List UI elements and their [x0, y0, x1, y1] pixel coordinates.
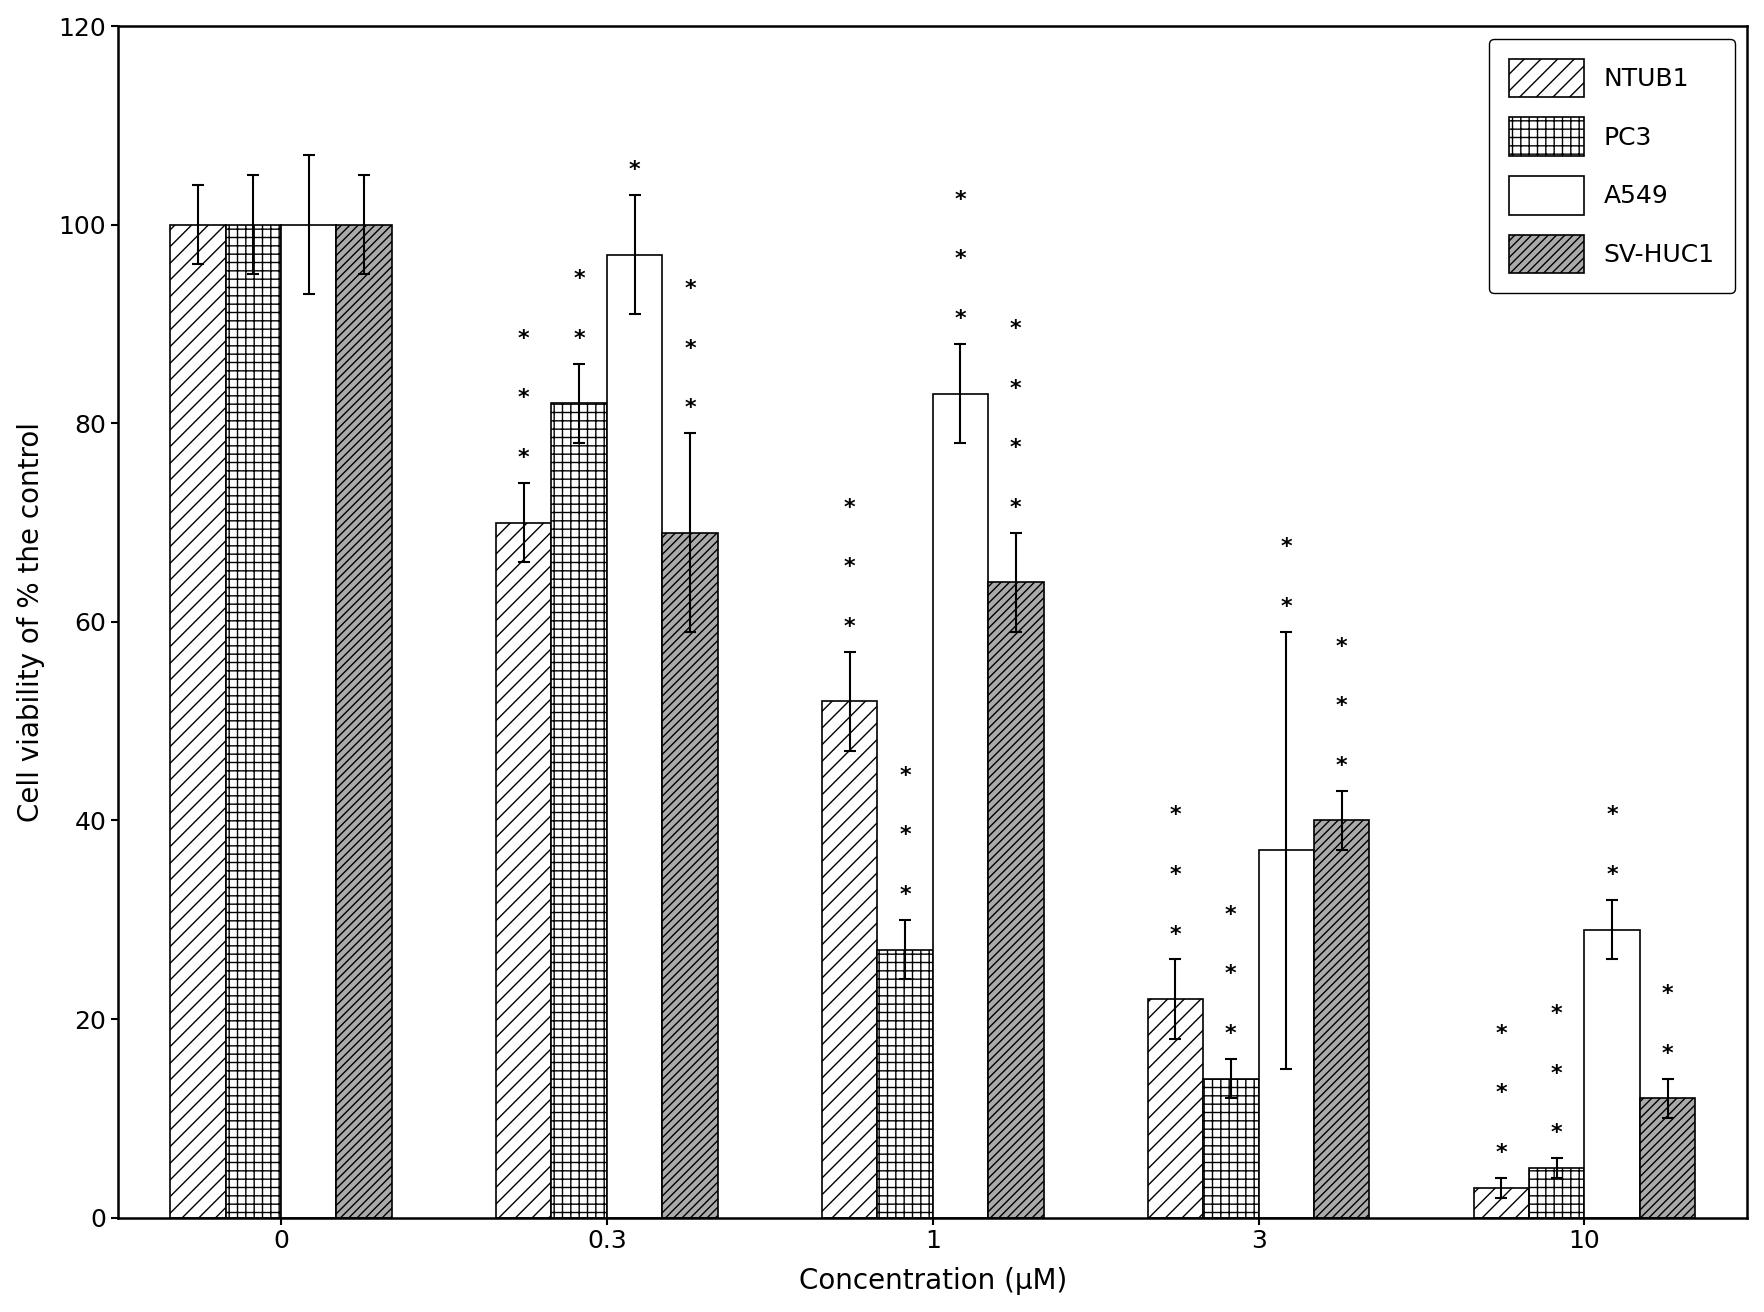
X-axis label: Concentration (μM): Concentration (μM): [799, 1267, 1067, 1295]
Text: *: *: [1011, 378, 1021, 399]
Bar: [1203, 1078, 1258, 1218]
Text: *: *: [684, 338, 695, 358]
Bar: [226, 224, 280, 1218]
Text: *: *: [1662, 1044, 1674, 1064]
Text: *: *: [954, 190, 967, 210]
Text: *: *: [900, 884, 910, 905]
Bar: [1584, 930, 1641, 1218]
Text: *: *: [1551, 1123, 1563, 1143]
Bar: [1314, 820, 1369, 1218]
Text: *: *: [1011, 438, 1021, 458]
Text: *: *: [684, 399, 695, 419]
Text: *: *: [1170, 925, 1182, 945]
Bar: [822, 702, 877, 1218]
Bar: [933, 394, 988, 1218]
Text: *: *: [1335, 636, 1348, 656]
Text: *: *: [843, 617, 856, 636]
Bar: [280, 224, 337, 1218]
Text: *: *: [1281, 538, 1291, 558]
Text: *: *: [1224, 1023, 1237, 1044]
Text: *: *: [954, 310, 967, 329]
Text: *: *: [1011, 319, 1021, 338]
Text: *: *: [1170, 865, 1182, 886]
Text: *: *: [1224, 964, 1237, 984]
Y-axis label: Cell viability of % the control: Cell viability of % the control: [16, 422, 44, 821]
Text: *: *: [628, 160, 640, 180]
Text: *: *: [1335, 697, 1348, 716]
Bar: [552, 404, 607, 1218]
Text: *: *: [1607, 865, 1618, 886]
Legend: NTUB1, PC3, A549, SV-HUC1: NTUB1, PC3, A549, SV-HUC1: [1489, 38, 1734, 293]
Bar: [607, 255, 662, 1218]
Text: *: *: [1170, 806, 1182, 825]
Text: *: *: [1496, 1143, 1506, 1162]
Text: *: *: [1281, 597, 1291, 617]
Text: *: *: [684, 279, 695, 299]
Bar: [337, 224, 392, 1218]
Text: *: *: [1551, 1064, 1563, 1084]
Text: *: *: [573, 269, 586, 289]
Text: *: *: [900, 766, 910, 786]
Bar: [988, 583, 1044, 1218]
Text: *: *: [519, 388, 529, 408]
Bar: [496, 522, 552, 1218]
Text: *: *: [1335, 756, 1348, 775]
Text: *: *: [1662, 984, 1674, 1004]
Bar: [1641, 1098, 1695, 1218]
Bar: [1529, 1168, 1584, 1218]
Text: *: *: [519, 329, 529, 349]
Text: *: *: [1551, 1004, 1563, 1025]
Text: *: *: [519, 447, 529, 468]
Bar: [877, 950, 933, 1218]
Text: *: *: [843, 558, 856, 577]
Text: *: *: [954, 249, 967, 269]
Bar: [1258, 850, 1314, 1218]
Bar: [1148, 1000, 1203, 1218]
Text: *: *: [1496, 1023, 1506, 1044]
Text: *: *: [1496, 1084, 1506, 1103]
Bar: [1473, 1187, 1529, 1218]
Bar: [662, 533, 718, 1218]
Bar: [171, 224, 226, 1218]
Text: *: *: [1607, 806, 1618, 825]
Text: *: *: [843, 497, 856, 518]
Text: *: *: [1011, 497, 1021, 518]
Text: *: *: [1224, 905, 1237, 925]
Text: *: *: [900, 825, 910, 845]
Text: *: *: [573, 329, 586, 349]
